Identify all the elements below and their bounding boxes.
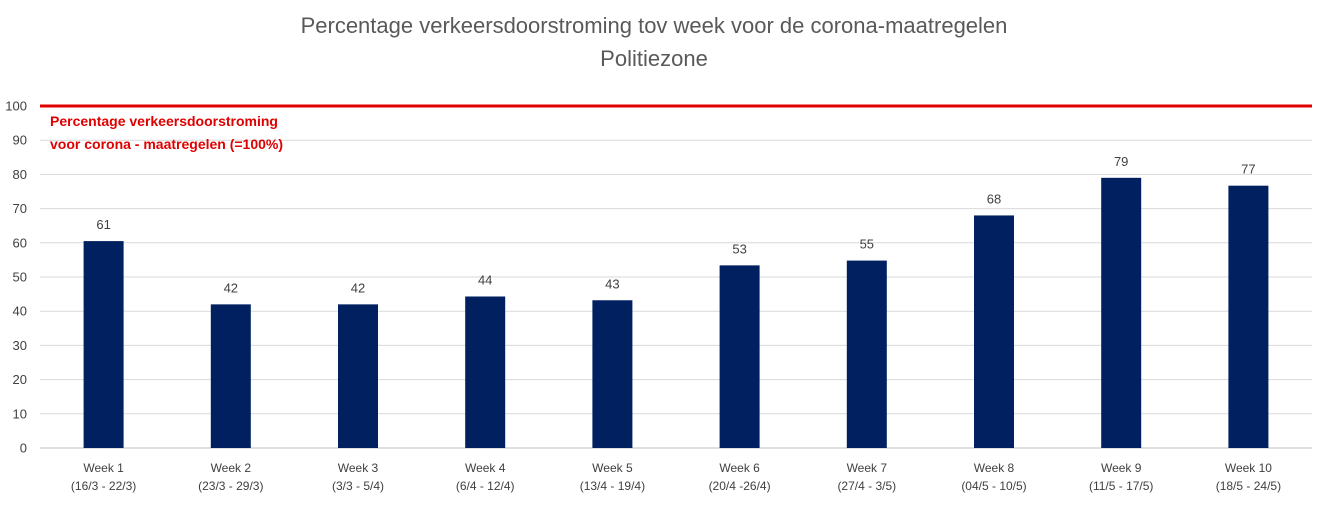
data-label: 68 bbox=[987, 191, 1001, 206]
y-tick-label: 40 bbox=[13, 304, 27, 319]
data-label: 42 bbox=[351, 280, 365, 295]
data-label: 53 bbox=[732, 241, 746, 256]
x-category-label: Week 3 bbox=[338, 461, 379, 475]
data-label: 55 bbox=[860, 237, 874, 252]
data-labels: 61 42 42 44 43 53 55 68 79 77 bbox=[96, 154, 1255, 296]
x-category-label: Week 7 bbox=[847, 461, 888, 475]
x-category-label: Week 9 bbox=[1101, 461, 1142, 475]
y-tick-label: 70 bbox=[13, 201, 27, 216]
reference-label-line-2: voor corona - maatregelen (=100%) bbox=[50, 136, 283, 152]
x-category-label: Week 4 bbox=[465, 461, 506, 475]
reference-label-line-1: Percentage verkeersdoorstroming bbox=[50, 113, 278, 129]
chart-subtitle: Politiezone bbox=[600, 46, 708, 71]
bar bbox=[210, 304, 251, 448]
y-tick-label: 90 bbox=[13, 133, 27, 148]
y-tick-label: 100 bbox=[5, 99, 27, 114]
y-tick-label: 10 bbox=[13, 406, 27, 421]
x-category-sublabel: (16/3 - 22/3) bbox=[71, 479, 136, 493]
bar bbox=[338, 304, 378, 448]
bar bbox=[1228, 185, 1269, 448]
x-category-sublabel: (27/4 - 3/5) bbox=[837, 479, 896, 493]
x-category-label: Week 2 bbox=[211, 461, 252, 475]
bar bbox=[1101, 177, 1142, 448]
data-label: 77 bbox=[1241, 162, 1255, 177]
y-tick-label: 50 bbox=[13, 270, 27, 285]
x-axis-categories: Week 1 (16/3 - 22/3) Week 2 (23/3 - 29/3) We… bbox=[71, 461, 1281, 493]
x-category-sublabel: (23/3 - 29/3) bbox=[198, 479, 263, 493]
bar bbox=[719, 265, 760, 448]
y-tick-label: 0 bbox=[20, 441, 27, 456]
bar bbox=[846, 260, 887, 448]
x-category-label: Week 1 bbox=[83, 461, 124, 475]
x-category-sublabel: (20/4 -26/4) bbox=[709, 479, 771, 493]
y-axis-ticks: 0 10 20 30 40 50 60 70 80 90 100 bbox=[5, 99, 27, 456]
x-category-label: Week 6 bbox=[719, 461, 760, 475]
bar bbox=[83, 241, 124, 448]
x-category-sublabel: (13/4 - 19/4) bbox=[580, 479, 645, 493]
data-label: 42 bbox=[224, 280, 238, 295]
y-tick-label: 80 bbox=[13, 167, 27, 182]
x-category-label: Week 10 bbox=[1225, 461, 1272, 475]
bar bbox=[974, 215, 1014, 448]
x-category-label: Week 8 bbox=[974, 461, 1015, 475]
y-tick-label: 20 bbox=[13, 372, 27, 387]
x-category-sublabel: (18/5 - 24/5) bbox=[1216, 479, 1281, 493]
x-category-sublabel: (3/3 - 5/4) bbox=[332, 479, 384, 493]
data-label: 61 bbox=[96, 217, 110, 232]
data-label: 44 bbox=[478, 272, 492, 287]
x-category-sublabel: (04/5 - 10/5) bbox=[961, 479, 1026, 493]
data-label: 43 bbox=[605, 276, 619, 291]
data-label: 79 bbox=[1114, 154, 1128, 169]
bars bbox=[83, 177, 1269, 448]
y-tick-label: 60 bbox=[13, 235, 27, 250]
x-category-sublabel: (11/5 - 17/5) bbox=[1089, 479, 1153, 493]
x-category-sublabel: (6/4 - 12/4) bbox=[456, 479, 515, 493]
bar bbox=[465, 296, 506, 448]
bar bbox=[592, 300, 633, 448]
y-tick-label: 30 bbox=[13, 338, 27, 353]
chart-title: Percentage verkeersdoorstroming tov week… bbox=[301, 13, 1008, 38]
x-category-label: Week 5 bbox=[592, 461, 633, 475]
